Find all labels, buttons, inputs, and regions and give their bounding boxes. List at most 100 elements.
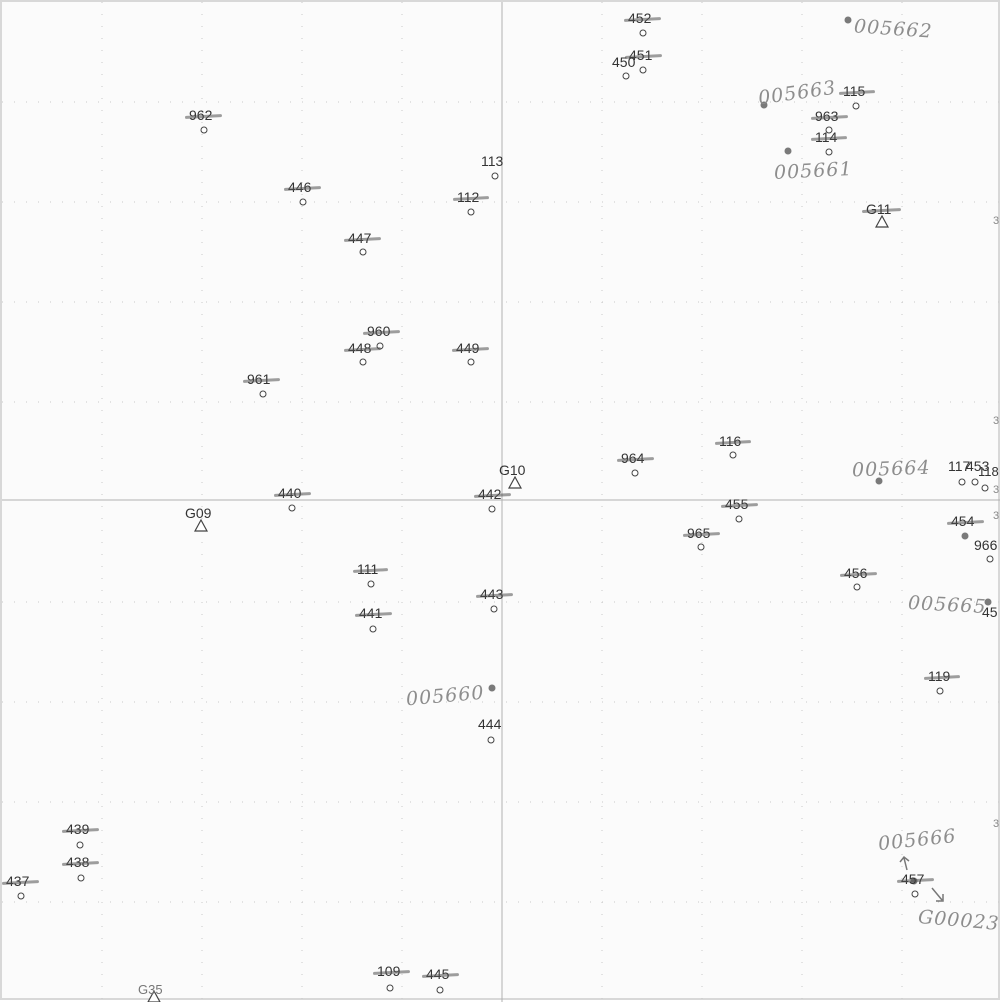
survey-point-marker (622, 72, 630, 80)
survey-point-marker (981, 484, 989, 492)
edge-mark: 3 (993, 415, 1000, 427)
point-label-438: 438 (66, 854, 90, 870)
point-label-961: 961 (247, 371, 271, 387)
edge-mark: 3 (993, 818, 1000, 830)
survey-point-marker (367, 580, 375, 588)
survey-point-marker (487, 736, 495, 744)
survey-point-marker (986, 555, 994, 563)
survey-point-marker (697, 543, 705, 551)
control-point-marker (507, 475, 523, 489)
survey-point-marker (359, 358, 367, 366)
survey-point-marker (76, 841, 84, 849)
point-label-453: 453 (966, 458, 990, 474)
point-label-454: 454 (951, 513, 975, 529)
survey-point-marker (288, 504, 296, 512)
control-point-label-g11: G11 (866, 201, 892, 217)
point-label-444: 444 (478, 716, 502, 732)
point-label-457: 457 (901, 871, 925, 887)
survey-point-marker (735, 515, 743, 523)
point-label-109: 109 (377, 963, 401, 979)
survey-point-marker (490, 605, 498, 613)
survey-point-marker (77, 874, 85, 882)
point-label-960: 960 (367, 323, 391, 339)
point-label-111: 111 (357, 561, 379, 577)
survey-point-marker (17, 892, 25, 900)
control-point-label-g09: G09 (185, 505, 212, 521)
point-label-442: 442 (478, 486, 502, 502)
pencil-dot (844, 16, 852, 24)
survey-point-marker (369, 625, 377, 633)
survey-point-marker (488, 505, 496, 513)
point-label-445: 445 (426, 966, 450, 982)
point-label-117: 117 (948, 458, 971, 474)
point-label-963: 963 (815, 108, 839, 124)
control-point-marker (147, 989, 161, 1002)
point-label-116: 116 (719, 433, 742, 449)
handwritten-label-005661: 005661 (773, 157, 854, 185)
point-label-448: 448 (348, 340, 372, 356)
point-label-965: 965 (687, 525, 711, 541)
survey-point-marker (386, 984, 394, 992)
survey-point-marker (852, 102, 860, 110)
point-label-118: 118 (978, 464, 999, 479)
edge-mark: 3 (993, 215, 1000, 227)
point-label-449: 449 (456, 340, 480, 356)
handwritten-label-005665: 005665 (907, 591, 988, 619)
survey-point-marker (911, 890, 919, 898)
pencil-dot (488, 684, 496, 692)
point-label-114: 114 (815, 129, 838, 145)
point-label-452: 452 (628, 10, 652, 26)
point-label-456: 456 (844, 565, 868, 581)
pencil-arrow (899, 855, 910, 871)
pencil-dot (961, 532, 969, 540)
point-label-112: 112 (457, 189, 480, 205)
control-point-marker (874, 214, 890, 228)
survey-point-marker (958, 478, 966, 486)
point-label-446: 446 (288, 179, 312, 195)
survey-point-marker (491, 172, 499, 180)
point-label-115: 115 (843, 83, 866, 99)
point-label-962: 962 (189, 107, 213, 123)
point-label-439: 439 (66, 821, 90, 837)
point-label-447: 447 (348, 230, 372, 246)
pencil-arrow (931, 887, 944, 902)
survey-point-marker (259, 390, 267, 398)
point-label-441: 441 (359, 605, 383, 621)
point-label-450: 450 (612, 54, 636, 70)
survey-point-marker (200, 126, 208, 134)
survey-point-marker (936, 687, 944, 695)
control-point-marker (193, 518, 209, 532)
pencil-dot (984, 598, 992, 606)
point-label-440: 440 (278, 485, 302, 501)
survey-point-marker (639, 66, 647, 74)
survey-point-marker (639, 29, 647, 37)
point-label-966: 966 (974, 537, 998, 553)
point-label-451: 451 (629, 47, 653, 63)
survey-point-marker (631, 469, 639, 477)
point-label-437: 437 (6, 873, 30, 889)
pencil-dot (784, 147, 792, 155)
survey-point-marker (467, 208, 475, 216)
survey-point-marker (436, 986, 444, 994)
point-label-119: 119 (928, 668, 951, 684)
edge-mark: 3 (993, 510, 1000, 522)
control-point-label-g10: G10 (499, 462, 526, 478)
control-point-label-g35: G35 (138, 982, 163, 997)
survey-point-marker (467, 358, 475, 366)
pencil-dot (760, 101, 768, 109)
edge-mark: 3 (993, 484, 1000, 496)
survey-point-marker (359, 248, 367, 256)
point-label-455: 455 (725, 496, 749, 512)
point-label-113: 113 (481, 153, 504, 169)
survey-point-marker (729, 451, 737, 459)
survey-point-marker (971, 478, 979, 486)
pencil-dot (875, 477, 883, 485)
survey-point-marker (853, 583, 861, 591)
point-label-45: 45 (982, 604, 998, 620)
survey-point-marker (299, 198, 307, 206)
point-label-964: 964 (621, 450, 645, 466)
survey-point-marker (825, 148, 833, 156)
